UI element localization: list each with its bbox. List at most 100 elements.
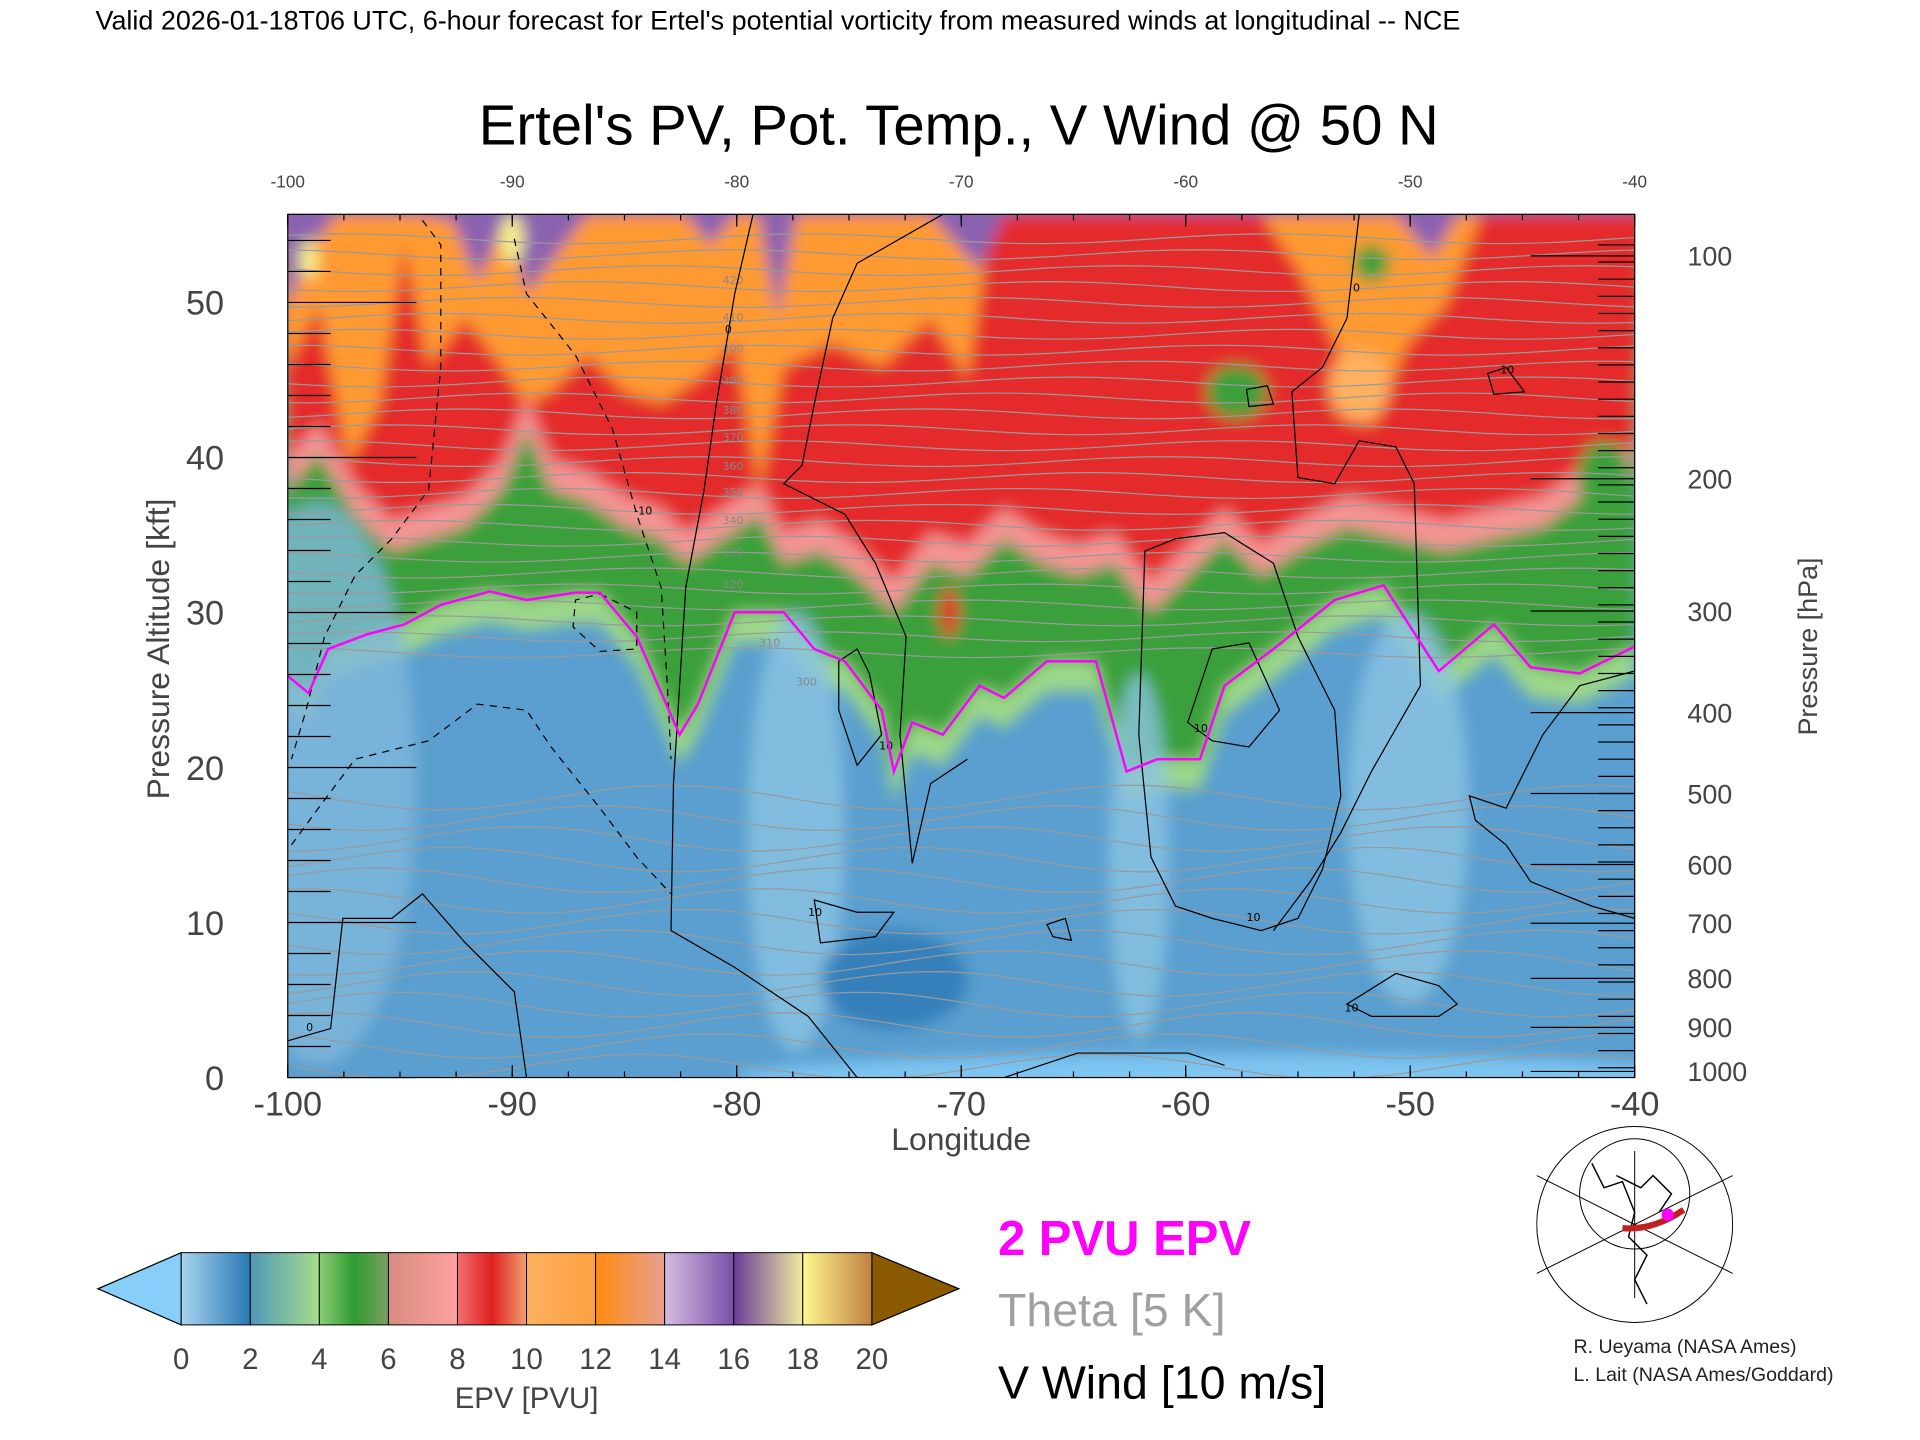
colorbar-tick-label: 18 <box>786 1343 819 1376</box>
theta-line <box>287 328 1635 340</box>
theta-label: 410 <box>722 311 743 324</box>
credit-2: L. Lait (NASA Ames/Goddard) <box>1573 1364 1833 1386</box>
theta-label: 380 <box>722 404 743 417</box>
theta-line <box>287 408 1635 420</box>
theta-line <box>287 440 1635 452</box>
wind-contour <box>1003 1052 1225 1078</box>
colorbar-tick-label: 8 <box>449 1343 465 1376</box>
colorbar-segment <box>180 1252 251 1326</box>
theta-line <box>287 472 1635 484</box>
band-purple <box>287 214 1635 319</box>
wind-label: 10 <box>1194 722 1208 735</box>
colorbar-tick-label: 4 <box>311 1343 327 1376</box>
colorbar-tick-label: 10 <box>510 1343 543 1376</box>
theta-line <box>287 392 1635 404</box>
wind-contour <box>782 214 968 864</box>
colorbar-segment <box>733 1252 804 1326</box>
theta-line <box>287 846 1635 873</box>
locator-map <box>1537 1127 1733 1323</box>
x-tick-label: -90 <box>487 1086 537 1124</box>
theta-label: 420 <box>722 274 743 287</box>
theta-line <box>287 551 1635 563</box>
theta-line <box>287 567 1635 579</box>
theta-line <box>287 233 1635 245</box>
top-tick-label: -40 <box>1622 171 1647 191</box>
theta-line <box>287 950 1635 976</box>
y-tick-label: 10 <box>186 905 224 943</box>
colorbar-tick-label: 12 <box>579 1343 612 1376</box>
y-tick-label: 50 <box>186 285 224 323</box>
wind-contour <box>1345 972 1459 1017</box>
wind-contour <box>572 593 638 653</box>
theta-line <box>287 970 1635 997</box>
header-text: Valid 2026-01-18T06 UTC, 6-hour forecast… <box>96 5 1461 35</box>
wind-label: 0 <box>1353 281 1360 294</box>
pressure-tick-label: 500 <box>1687 779 1732 809</box>
pressure-tick-label: 800 <box>1687 964 1732 994</box>
theta-line <box>287 784 1635 811</box>
wind-label: 10 <box>1344 1001 1358 1014</box>
theta-line <box>287 503 1635 515</box>
colorbar-tick-label: 20 <box>855 1343 888 1376</box>
theta-line <box>287 583 1635 595</box>
top-tick-label: -90 <box>500 171 525 191</box>
theta-label: 330 <box>722 546 743 559</box>
x-tick-label: -70 <box>936 1086 986 1124</box>
theta-line <box>287 296 1635 308</box>
theta-line <box>287 599 1635 611</box>
wind-label: 10 <box>1247 911 1261 924</box>
theta-line <box>287 888 1635 914</box>
theta-line <box>287 424 1635 436</box>
wind-contour <box>1272 214 1422 931</box>
wind-contours: 0 10 -10 0 10 10 0 10 -10 10 <box>287 214 1635 1078</box>
wind-contour <box>1487 366 1526 395</box>
x-tick-label: -80 <box>712 1086 762 1124</box>
y2-axis-label: Pressure [hPa] <box>1793 557 1823 735</box>
colorbar-tick-label: 16 <box>717 1343 750 1376</box>
colorbar-segment <box>456 1252 528 1326</box>
pressure-tick-label: 900 <box>1687 1013 1732 1043</box>
colorbar-under-arrow <box>96 1251 182 1326</box>
theta-line <box>287 312 1635 324</box>
pressure-tick-label: 200 <box>1687 465 1732 495</box>
band-orange <box>287 214 1635 490</box>
legend-epv: 2 PVU EPV <box>998 1212 1251 1266</box>
wind-label: 0 <box>725 323 732 336</box>
theta-label: 390 <box>722 374 743 387</box>
epv-patch <box>939 587 959 637</box>
colorbar-segment <box>249 1252 320 1326</box>
theta-line <box>287 265 1635 277</box>
x-axis-label: Longitude <box>891 1121 1031 1157</box>
theta-line <box>287 519 1635 531</box>
epv-patch <box>1353 244 1390 282</box>
pressure-tick-label: 600 <box>1687 850 1732 880</box>
theta-line <box>287 344 1635 356</box>
wind-contour <box>513 238 672 760</box>
theta-line <box>287 826 1635 852</box>
x-tick-label: -40 <box>1610 1086 1660 1124</box>
wind-contour <box>1468 670 1635 919</box>
wind-label: -10 <box>1496 363 1514 376</box>
theta-line <box>287 456 1635 468</box>
wind-label: -10 <box>634 504 652 517</box>
wind-contour <box>1046 917 1073 942</box>
theta-line <box>287 647 1635 659</box>
top-tick-label: -70 <box>949 171 974 191</box>
pressure-tick-label: 700 <box>1687 909 1732 939</box>
y-tick-label: 0 <box>205 1060 224 1098</box>
theta-label: 300 <box>796 676 817 689</box>
wind-contour <box>287 893 528 1078</box>
x-tick-label: -60 <box>1161 1086 1211 1124</box>
top-tick-label: -60 <box>1173 171 1198 191</box>
colorbar-tick-label: 14 <box>648 1343 681 1376</box>
wind-contour <box>1187 642 1281 748</box>
colorbar-segment <box>318 1252 389 1326</box>
pressure-tick-label: 300 <box>1687 597 1732 627</box>
colorbar-segment <box>526 1252 597 1326</box>
y-tick-label: 30 <box>186 595 224 633</box>
wind-contour <box>290 220 442 760</box>
colorbar-over-arrow <box>871 1251 961 1326</box>
theta-line <box>287 631 1635 643</box>
wind-label: 0 <box>306 1021 313 1034</box>
